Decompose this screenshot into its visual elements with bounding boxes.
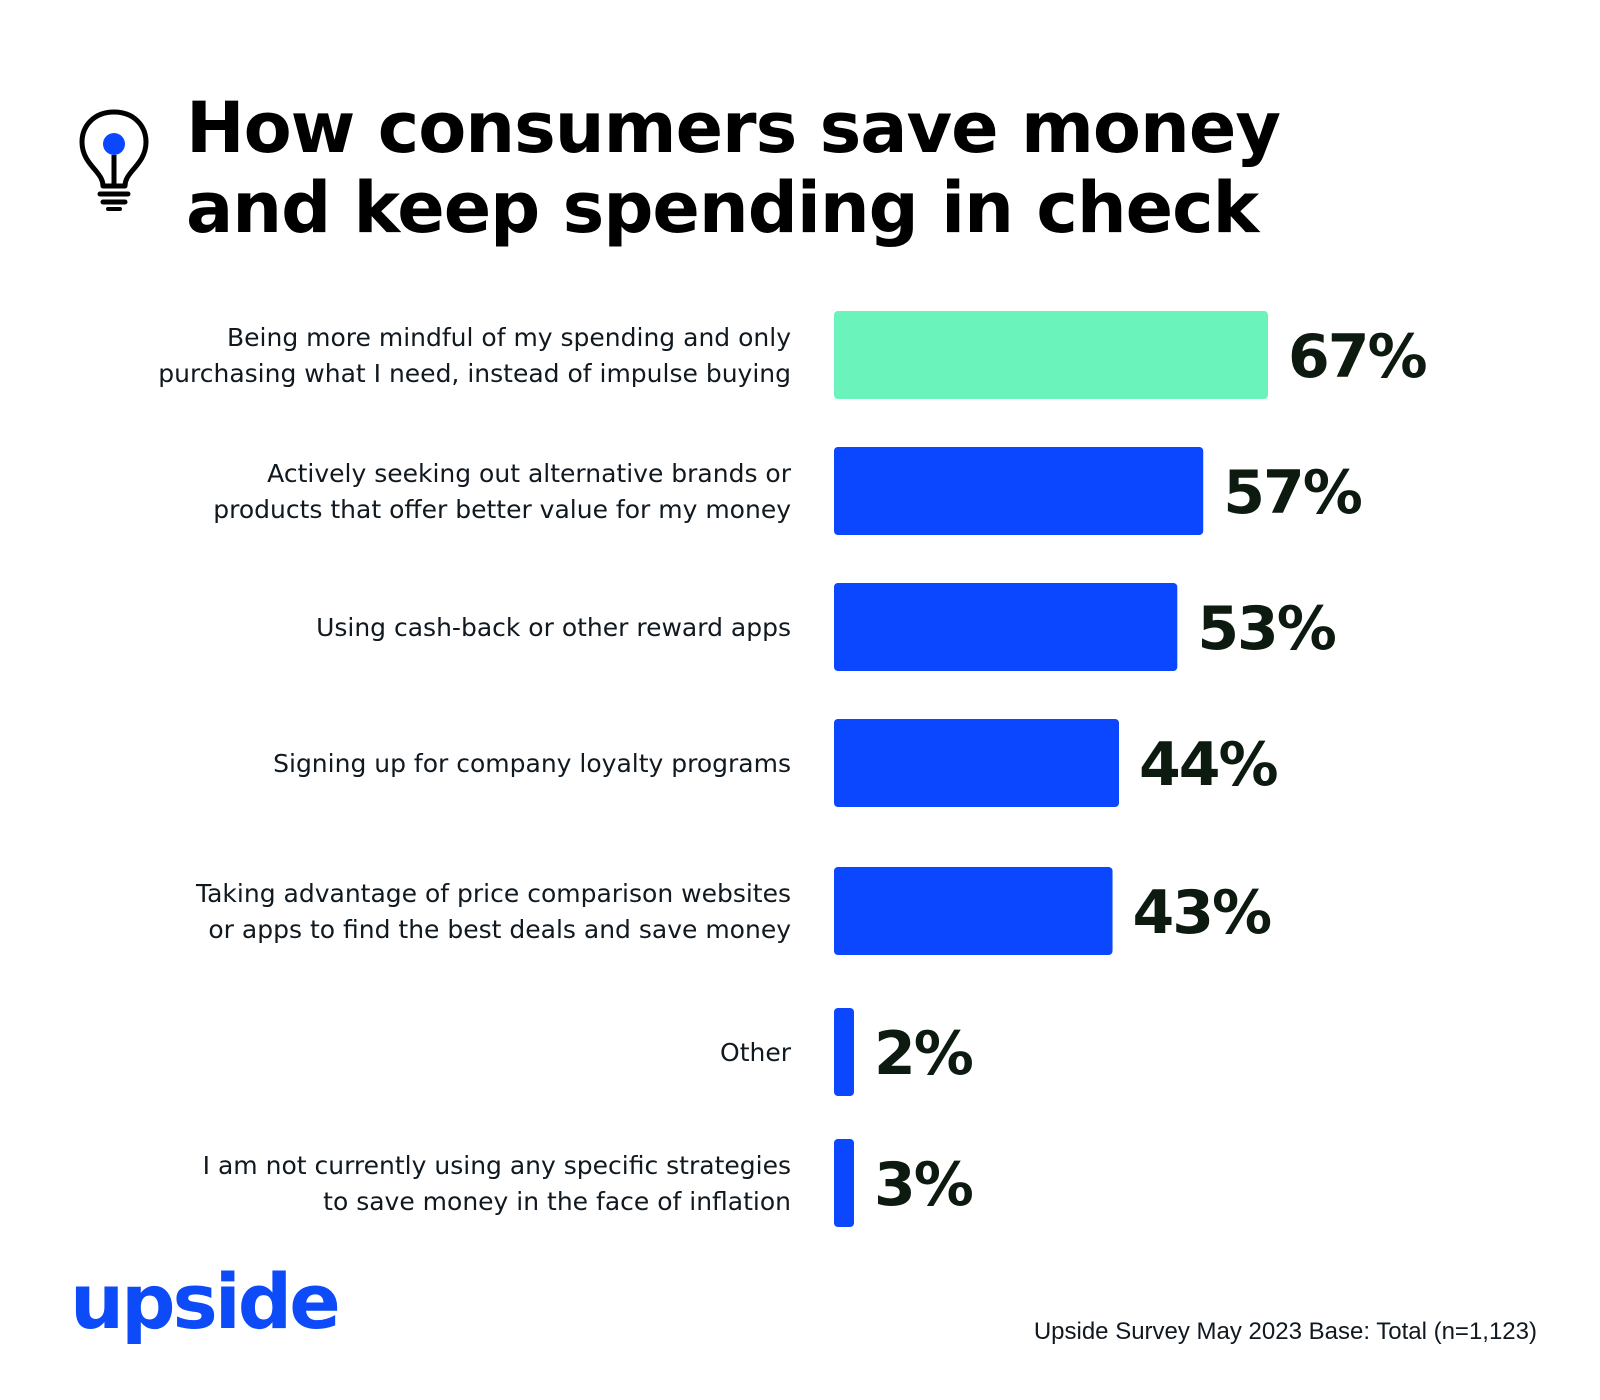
category-label-7: I am not currently using any specific st… [203, 1151, 791, 1216]
page-title: How consumers save money and keep spendi… [186, 87, 1281, 249]
value-label-2: 57% [1223, 458, 1361, 528]
value-label-5: 43% [1133, 878, 1271, 948]
category-label-2: Actively seeking out alternative brands … [213, 459, 791, 524]
bar-6 [834, 1008, 854, 1096]
bar-2 [834, 447, 1204, 535]
value-label-3: 53% [1197, 594, 1335, 664]
category-label-3: Using cash-back or other reward apps [316, 613, 791, 642]
footer-source-note: Upside Survey May 2023 Base: Total (n=1,… [1033, 1318, 1537, 1345]
bar-5 [834, 867, 1113, 955]
category-label-1: Being more mindful of my spending and on… [158, 323, 791, 388]
header: How consumers save money and keep spendi… [70, 88, 1550, 258]
bar-7 [834, 1139, 854, 1227]
category-label-4: Signing up for company loyalty programs [273, 749, 791, 778]
page-title-line-2: and keep spending in check [186, 167, 1259, 249]
bar-1 [834, 311, 1268, 399]
page-title-line-1: How consumers save money [186, 87, 1281, 169]
value-label-4: 44% [1139, 730, 1277, 800]
value-label-1: 67% [1288, 322, 1426, 392]
bar-4 [834, 719, 1120, 807]
category-label-6: Other [720, 1038, 792, 1067]
value-label-7: 3% [874, 1150, 973, 1220]
category-label-5: Taking advantage of price comparison web… [195, 879, 791, 944]
bar-3 [834, 583, 1178, 671]
value-label-6: 2% [874, 1019, 973, 1089]
upside-logo: upside [70, 1257, 338, 1346]
lightbulb-icon [79, 109, 149, 211]
